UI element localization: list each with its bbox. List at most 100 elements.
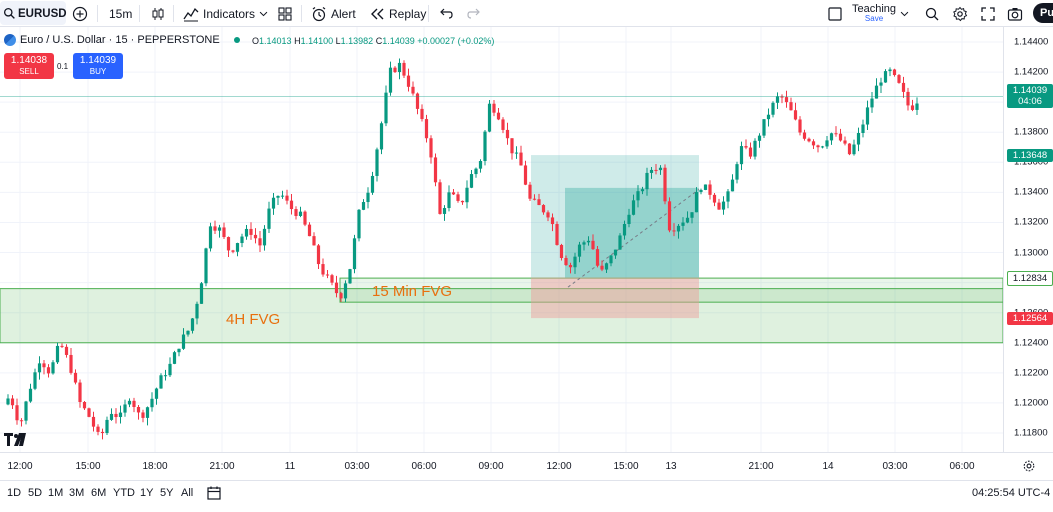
take-profit-label: 1.13648 [1007,148,1053,162]
candle-up [447,192,451,209]
tradingview-logo-icon[interactable] [4,433,28,449]
price-tick: 1.14400 [1014,36,1049,48]
search-icon [3,7,15,19]
candle-up [577,244,582,257]
range-button-ytd[interactable]: YTD [113,487,135,499]
candle-down [339,293,343,299]
symbol-name: EURUSD [18,7,67,20]
candle-up [766,114,771,120]
layout-name-button[interactable]: Teaching Save [852,0,896,27]
range-button-3m[interactable]: 3M [69,487,85,499]
candle-down [505,129,510,139]
bar-countdown: 04:06 [1018,96,1042,108]
candle-up [469,174,474,188]
compare-button[interactable] [72,0,88,27]
candle-down [460,200,465,203]
symbol-title[interactable]: Euro / U.S. Dollar · 15 · PEPPERSTONE [20,34,220,46]
candle-up [762,119,766,136]
candle-up [240,236,244,244]
gear-icon [1023,460,1035,472]
spread-value: 0.1 [57,62,69,71]
price-chart[interactable] [0,27,1003,452]
alert-label: Alert [331,6,356,21]
price-axis[interactable]: 1.144001.142001.140001.138001.136001.134… [1003,27,1053,452]
square-icon [828,6,842,21]
layout-dropdown[interactable] [899,0,910,27]
fvg-4h-zone [0,288,1003,344]
layout-grid-button[interactable] [277,0,293,27]
sell-button[interactable]: 1.14038 SELL [4,53,54,79]
time-tick: 03:00 [344,461,370,472]
time-tick: 21:00 [748,461,774,472]
indicators-dropdown[interactable] [258,0,269,27]
range-button-5d[interactable]: 5D [28,487,43,499]
undo-button[interactable] [438,0,454,27]
redo-button[interactable] [466,0,482,27]
candle-down [568,265,573,268]
time-axis[interactable]: 12:00 15:00 18:00 21:00 11 03:00 06:00 09:00 12:… [0,452,1053,480]
replay-button[interactable]: Replay [369,0,426,27]
range-button-all[interactable]: All [181,487,194,499]
layout-checkbox[interactable] [827,0,843,27]
clock-readout[interactable]: 04:25:54 UTC-4 [972,487,1051,499]
candle-up [478,161,483,169]
candle-up [757,135,762,141]
candle-up [586,240,591,243]
candle-up [474,168,478,175]
candle-down [654,169,658,171]
chevron-down-icon [900,11,909,17]
grid-icon [278,6,292,21]
time-tick: 12:00 [7,461,33,472]
fvg-15m-label[interactable]: 15 Min FVG [372,283,453,300]
candle-up [649,169,654,173]
settings-button[interactable] [952,0,968,27]
candle-up [690,212,694,218]
candle-down [546,212,550,218]
sell-price: 1.14038 [10,55,48,66]
snapshot-button[interactable] [1007,0,1023,27]
axis-settings-button[interactable] [1022,459,1036,478]
range-button-6m[interactable]: 6M [91,487,107,499]
date-range-button[interactable] [206,485,222,506]
quick-search-button[interactable] [924,0,940,27]
publish-button[interactable]: Pu [1033,3,1053,23]
candle-down [325,274,330,276]
chart-type-button[interactable] [150,0,166,27]
symbol-search[interactable]: EURUSD [3,0,67,27]
candle-up [622,223,627,236]
candle-up [645,172,649,190]
rewind-icon [371,8,384,19]
price-tick: 1.12400 [1014,337,1049,349]
market-open-dot-icon [233,37,240,43]
range-button-5y[interactable]: 5Y [160,487,174,499]
interval-button[interactable]: 15m [109,0,132,27]
fullscreen-button[interactable] [980,0,996,27]
alert-button[interactable]: Alert [311,0,356,27]
buy-button[interactable]: 1.14039 BUY [73,53,123,79]
candle-up [55,345,60,363]
candle-up [384,92,388,124]
candle-down [222,227,226,238]
candle-down [132,400,136,407]
time-tick: 12:00 [546,461,572,472]
candle-up [204,248,208,284]
range-button-1m[interactable]: 1M [48,487,64,499]
candle-up [348,269,352,284]
plus-circle-icon [72,6,88,21]
candle-down [141,412,145,418]
candle-up [631,200,636,215]
candle-up [861,124,865,134]
candle-up [199,283,204,304]
fvg-4h-label[interactable]: 4H FVG [226,311,281,328]
range-button-1d[interactable]: 1D [7,487,22,499]
range-button-1y[interactable]: 1Y [140,487,154,499]
candle-up [366,192,370,203]
symbol-search-box[interactable] [0,1,66,25]
time-tick: 15:00 [613,461,639,472]
candle-down [906,91,910,106]
candle-down [321,264,325,275]
indicators-button[interactable]: Indicators [183,0,255,27]
price-tick: 1.12000 [1014,397,1049,409]
low-value: 1.13982 [340,36,374,46]
candle-up [280,195,285,197]
